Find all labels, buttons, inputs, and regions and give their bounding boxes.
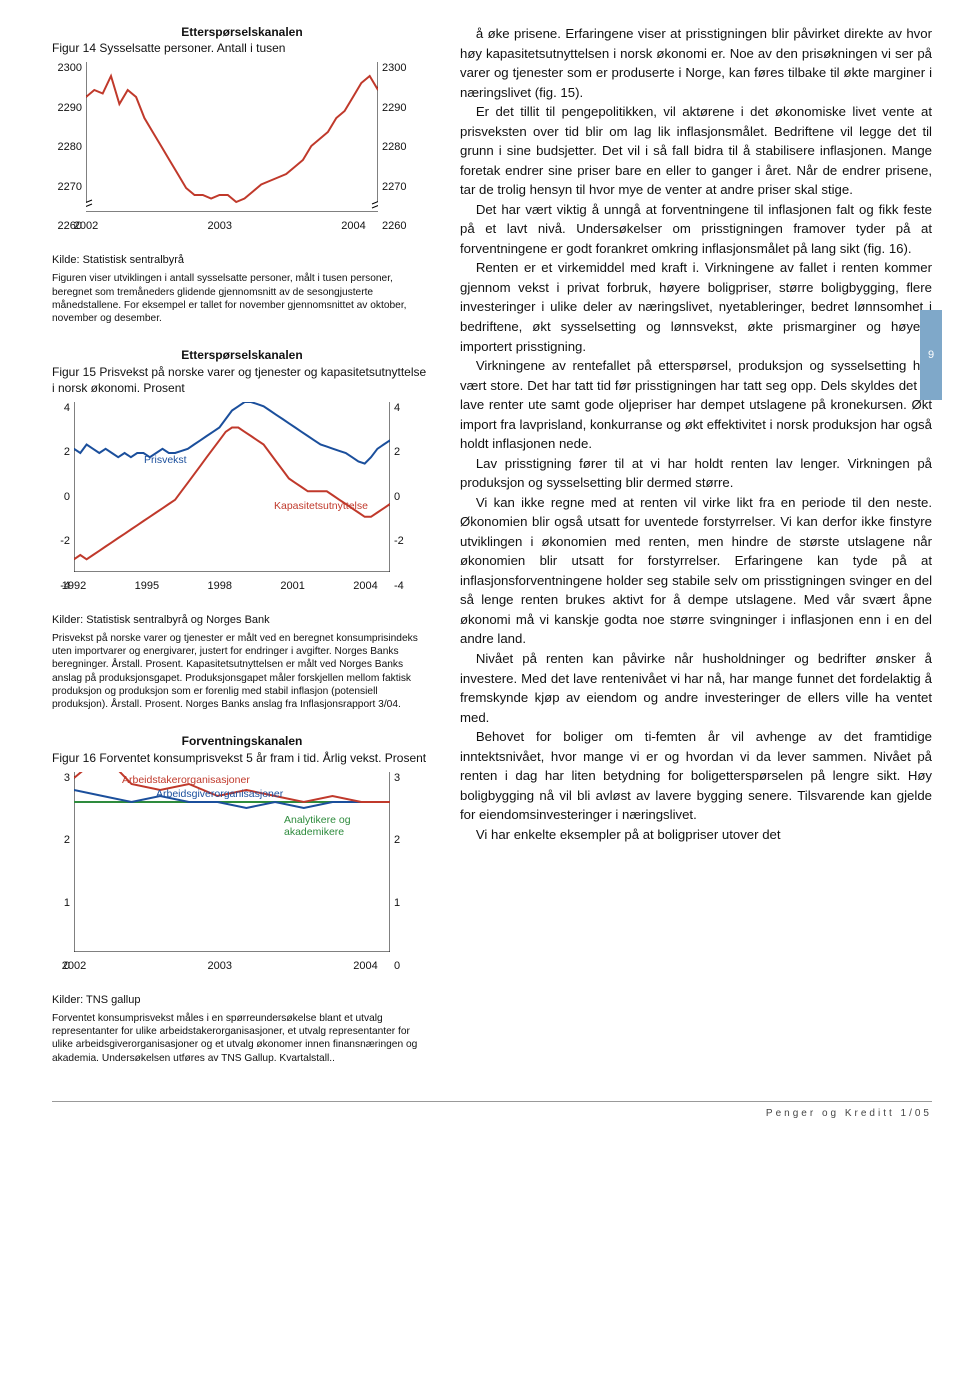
figure-16: Forventningskanalen Figur 16 Forventet k… [52, 733, 432, 1064]
axis-tick: 0 [394, 491, 412, 503]
figure-14-title: Figur 14 Sysselsatte personer. Antall i … [52, 41, 285, 55]
axis-tick: 2001 [280, 580, 304, 592]
axis-tick: 2290 [382, 102, 412, 114]
figure-16-label-analytikere: Analytikere og akademikere [284, 814, 390, 838]
figure-15-lead: Etterspørselskanalen [52, 347, 432, 363]
figure-14-x-axis: 200220032004 [86, 220, 378, 232]
figure-16-y-axis-left: 3210 [56, 772, 70, 972]
axis-tick: 1992 [62, 580, 86, 592]
figure-16-header: Forventningskanalen Figur 16 Forventet k… [52, 733, 432, 765]
figure-15-caption: Prisvekst på norske varer og tjenester e… [52, 632, 432, 712]
axis-tick: -2 [52, 535, 70, 547]
axis-tick: 0 [394, 960, 408, 972]
page-footer: Penger og Kreditt 1/05 [52, 1101, 932, 1119]
article-paragraph: Er det tillit til pengepolitikken, vil a… [460, 102, 932, 200]
figure-14-plot [86, 62, 378, 212]
article-paragraph: Behovet for boliger om ti-femten år vil … [460, 727, 932, 825]
axis-tick: 3 [394, 772, 408, 784]
axis-tick: 4 [394, 402, 412, 414]
article-paragraph: Vi har enkelte eksempler på at boligpris… [460, 825, 932, 845]
figure-15-plot [74, 402, 390, 572]
axis-tick: 1 [56, 897, 70, 909]
figure-15-label-prisvekst: Prisvekst [144, 454, 187, 466]
article-paragraph: Nivået på renten kan påvirke når hushold… [460, 649, 932, 727]
axis-tick: 2270 [52, 181, 82, 193]
axis-tick: 2004 [341, 220, 365, 232]
axis-tick: 1998 [208, 580, 232, 592]
axis-tick: 2004 [353, 580, 377, 592]
article-paragraph: Det har vært viktig å unngå at forventni… [460, 200, 932, 259]
axis-tick: 2003 [208, 960, 232, 972]
axis-tick: -4 [394, 580, 412, 592]
figure-16-y-axis-right: 3 2 1 0 [394, 772, 408, 972]
figure-15-source: Kilder: Statistisk sentralbyrå og Norges… [52, 614, 432, 626]
article-paragraph: Virkningene av rentefallet på etterspørs… [460, 356, 932, 454]
axis-tick: 2002 [74, 220, 98, 232]
axis-tick: 2280 [52, 141, 82, 153]
axis-tick: 2260 [382, 220, 412, 232]
axis-tick: 1 [394, 897, 408, 909]
figure-16-x-axis: 200220032004 [74, 960, 390, 972]
figure-15-title: Figur 15 Prisvekst på norske varer og tj… [52, 365, 426, 395]
figure-14-source: Kilde: Statistisk sentralbyrå [52, 254, 432, 266]
axis-tick: 2280 [382, 141, 412, 153]
axis-tick: 2002 [62, 960, 86, 972]
figure-16-label-arbeidsgiver: Arbeidsgiverorganisasjoner [156, 788, 283, 800]
figure-14-lead: Etterspørselskanalen [52, 24, 432, 40]
axis-tick: 0 [52, 491, 70, 503]
axis-tick: 3 [56, 772, 70, 784]
article-paragraph: Renten er et virkemiddel med kraft i. Vi… [460, 258, 932, 356]
figure-15-y-axis-left: 420-2-4 [52, 402, 70, 592]
figure-16-caption: Forventet konsumprisvekst måles i en spø… [52, 1012, 432, 1065]
figure-14-caption: Figuren viser utviklingen i antall sysse… [52, 272, 432, 325]
axis-tick: 2270 [382, 181, 412, 193]
article-paragraph: Lav prisstigning fører til at vi har hol… [460, 454, 932, 493]
axis-tick: 2 [52, 446, 70, 458]
figure-16-source: Kilder: TNS gallup [52, 994, 432, 1006]
page-number-tab: 9 [920, 310, 942, 400]
figure-15-x-axis: 19921995199820012004 [74, 580, 390, 592]
axis-tick: 2290 [52, 102, 82, 114]
axis-tick: 2 [394, 834, 408, 846]
figure-16-lead: Forventningskanalen [52, 733, 432, 749]
axis-tick: -2 [394, 535, 412, 547]
figure-15: Etterspørselskanalen Figur 15 Prisvekst … [52, 347, 432, 711]
axis-tick: 2 [56, 834, 70, 846]
figure-14-header: Etterspørselskanalen Figur 14 Sysselsatt… [52, 24, 432, 56]
figure-16-label-arbeidstaker: Arbeidstakerorganisasjoner [122, 774, 250, 786]
figure-15-y-axis-right: 4 2 0 -2 -4 [394, 402, 412, 592]
article-paragraph: Vi kan ikke regne med at renten vil virk… [460, 493, 932, 649]
figure-15-header: Etterspørselskanalen Figur 15 Prisvekst … [52, 347, 432, 396]
figure-15-label-kapasitet: Kapasitetsutnyttelse [274, 500, 368, 512]
axis-tick: 2003 [208, 220, 232, 232]
figure-16-title: Figur 16 Forventet konsumprisvekst 5 år … [52, 751, 426, 765]
axis-tick: 1995 [135, 580, 159, 592]
figure-14-y-axis-right: 2300 2290 2280 2270 2260 [382, 62, 412, 232]
axis-tick: 2300 [52, 62, 82, 74]
figure-14: Etterspørselskanalen Figur 14 Sysselsatt… [52, 24, 432, 325]
axis-tick: 4 [52, 402, 70, 414]
figure-14-y-axis-left: 23002290228022702260 [52, 62, 82, 232]
axis-tick: 2004 [353, 960, 377, 972]
article-body: 9 å øke prisene. Erfaringene viser at pr… [460, 24, 932, 1087]
article-paragraph: å øke prisene. Erfaringene viser at pris… [460, 24, 932, 102]
axis-tick: 2300 [382, 62, 412, 74]
axis-tick: 2 [394, 446, 412, 458]
